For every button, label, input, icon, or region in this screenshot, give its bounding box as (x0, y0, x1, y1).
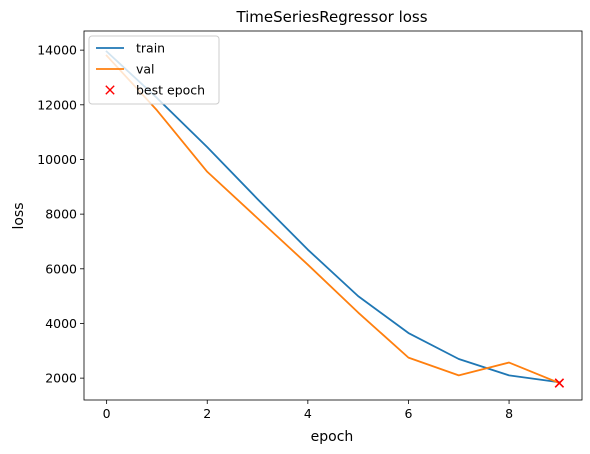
y-axis-label: loss (11, 202, 27, 229)
y-tick-label: 10000 (37, 152, 77, 167)
axes-layer: 0 2 4 6 8 2000 4000 6000 8000 10000 12000 14000 (37, 30, 583, 421)
best-epoch-marker-stroke (554, 378, 565, 388)
y-tick-label: 4000 (45, 316, 77, 331)
x-tick-label: 8 (505, 406, 513, 421)
legend-swatch-best-epoch (105, 85, 115, 95)
legend-box (88, 35, 220, 105)
y-tick-label: 2000 (45, 371, 77, 386)
series-val (105, 54, 561, 385)
y-tick-label: 8000 (45, 207, 77, 222)
plot-frame (83, 30, 583, 401)
y-tick-label: 14000 (37, 43, 77, 58)
best-epoch-marker (554, 378, 565, 388)
x-axis-label: epoch (311, 429, 354, 445)
legend-label-best-epoch: best epoch (136, 83, 205, 98)
legend-label-train: train (136, 41, 165, 56)
series-layer (105, 50, 561, 385)
marker-layer (554, 378, 565, 388)
chart-title: TimeSeriesRegressor loss (235, 8, 427, 26)
series-train (105, 50, 561, 384)
series-line-val (105, 54, 561, 385)
legend: train val best epoch (88, 35, 220, 105)
legend-label-val: val (136, 62, 155, 77)
y-tick-label: 12000 (37, 97, 77, 112)
x-tick-label: 2 (203, 406, 211, 421)
series-line-train (105, 50, 561, 384)
x-tick-label: 6 (404, 406, 412, 421)
x-tick-label: 4 (304, 406, 312, 421)
x-tick-label: 0 (103, 406, 111, 421)
y-tick-label: 6000 (45, 261, 77, 276)
